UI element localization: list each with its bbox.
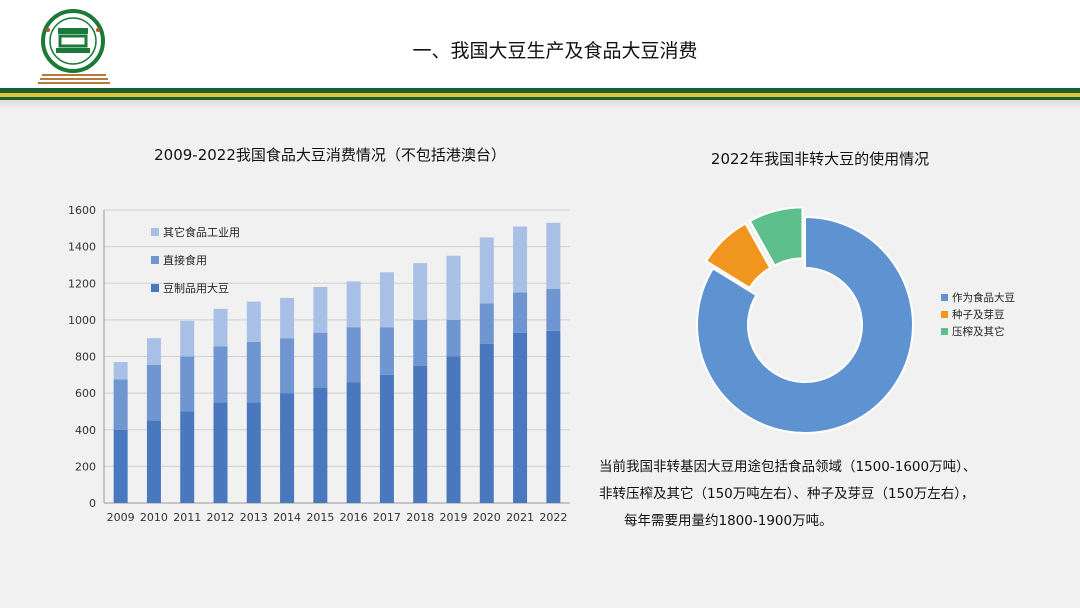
- slide-header: 一、我国大豆生产及食品大豆消费: [0, 0, 1080, 88]
- legend-label: 作为食品大豆: [952, 291, 1015, 304]
- bar-segment: [113, 429, 128, 503]
- legend-swatch: [151, 256, 159, 264]
- x-tick-label: 2011: [173, 511, 201, 524]
- x-tick-label: 2009: [107, 511, 135, 524]
- bar-segment: [180, 411, 195, 503]
- y-tick-label: 800: [75, 351, 96, 364]
- bar-segment: [513, 332, 528, 503]
- donut-slice: [696, 215, 914, 434]
- bar-chart-title: 2009-2022我国食品大豆消费情况（不包括港澳台）: [154, 146, 506, 164]
- bar-segment: [379, 272, 394, 328]
- note-line-3: 每年需要用量约1800-1900万吨。: [624, 513, 833, 529]
- y-tick-label: 400: [75, 424, 96, 437]
- y-tick-label: 1400: [68, 241, 96, 254]
- y-tick-label: 1000: [68, 314, 96, 327]
- x-tick-label: 2019: [440, 511, 468, 524]
- bar-segment: [246, 301, 261, 342]
- legend-label: 直接食用: [163, 253, 207, 267]
- x-tick-label: 2016: [340, 511, 368, 524]
- bar-segment: [446, 319, 461, 357]
- bar-segment: [379, 327, 394, 375]
- bar-segment: [413, 319, 428, 366]
- bar-segment: [546, 222, 561, 289]
- bar-segment: [280, 393, 295, 503]
- bar-segment: [446, 356, 461, 503]
- note-line-2: 非转压榨及其它（150万吨左右）、种子及芽豆（150万左右），: [599, 486, 975, 502]
- bar-segment: [180, 356, 195, 412]
- legend-label: 豆制品用大豆: [163, 281, 229, 295]
- bar-segment: [180, 320, 195, 357]
- bar-segment: [346, 327, 361, 383]
- bar-segment: [313, 332, 328, 388]
- bar-segment: [479, 343, 494, 503]
- x-tick-label: 2020: [473, 511, 501, 524]
- bar-segment: [246, 341, 261, 403]
- bar-segment: [346, 382, 361, 503]
- x-tick-label: 2017: [373, 511, 401, 524]
- legend-swatch: [941, 294, 948, 301]
- bar-segment: [113, 379, 128, 430]
- bar-segment: [213, 346, 228, 403]
- bar-segment: [313, 387, 328, 503]
- donut-slice: [748, 206, 804, 267]
- bar-segment: [379, 374, 394, 503]
- page-title: 一、我国大豆生产及食品大豆消费: [412, 40, 698, 62]
- x-tick-label: 2022: [539, 511, 567, 524]
- bar-segment: [113, 361, 128, 380]
- bar-segment: [313, 286, 328, 333]
- bar-segment: [146, 338, 161, 365]
- bar-segment: [280, 297, 295, 339]
- donut-chart-title: 2022年我国非转大豆的使用情况: [710, 150, 930, 168]
- donut-slice: [704, 222, 772, 290]
- bar-segment: [413, 365, 428, 503]
- x-tick-label: 2021: [506, 511, 534, 524]
- bar-segment: [246, 402, 261, 503]
- y-tick-label: 0: [89, 497, 96, 510]
- y-tick-label: 200: [75, 460, 96, 473]
- x-tick-label: 2013: [240, 511, 268, 524]
- header-band-gold: [0, 93, 1080, 97]
- bar-segment: [146, 420, 161, 503]
- header-band-green: [0, 88, 1080, 93]
- note-line-1: 当前我国非转基因大豆用途包括食品领域（1500-1600万吨）、: [599, 459, 977, 475]
- bar-segment: [546, 330, 561, 503]
- legend-label: 其它食品工业用: [163, 225, 240, 239]
- bar-segment: [513, 226, 528, 293]
- y-tick-label: 1600: [68, 204, 96, 217]
- association-logo: [38, 9, 110, 84]
- legend-swatch: [941, 328, 948, 335]
- usage-note: 当前我国非转基因大豆用途包括食品领域（1500-1600万吨）、 非转压榨及其它…: [596, 454, 1066, 535]
- bar-segment: [479, 303, 494, 344]
- legend-swatch: [941, 311, 948, 318]
- bar-segment: [146, 364, 161, 421]
- legend-swatch: [151, 284, 159, 292]
- bar-segment: [280, 338, 295, 394]
- bar-segment: [413, 263, 428, 320]
- legend-swatch: [151, 228, 159, 236]
- legend-label: 种子及芽豆: [952, 308, 1005, 321]
- bar-segment: [479, 237, 494, 304]
- x-tick-label: 2012: [207, 511, 235, 524]
- bar-segment: [213, 308, 228, 347]
- x-tick-label: 2014: [273, 511, 301, 524]
- header-band-green-lower: [0, 97, 1080, 100]
- bar-segment: [346, 281, 361, 328]
- bar-segment: [546, 288, 561, 331]
- header-band-shadow: [0, 100, 1080, 110]
- bar-segment: [513, 292, 528, 333]
- x-tick-label: 2010: [140, 511, 168, 524]
- bar-segment: [446, 255, 461, 320]
- x-tick-label: 2015: [306, 511, 334, 524]
- x-tick-label: 2018: [406, 511, 434, 524]
- legend-label: 压榨及其它: [952, 325, 1005, 338]
- y-tick-label: 1200: [68, 277, 96, 290]
- y-tick-label: 600: [75, 387, 96, 400]
- bar-segment: [213, 402, 228, 503]
